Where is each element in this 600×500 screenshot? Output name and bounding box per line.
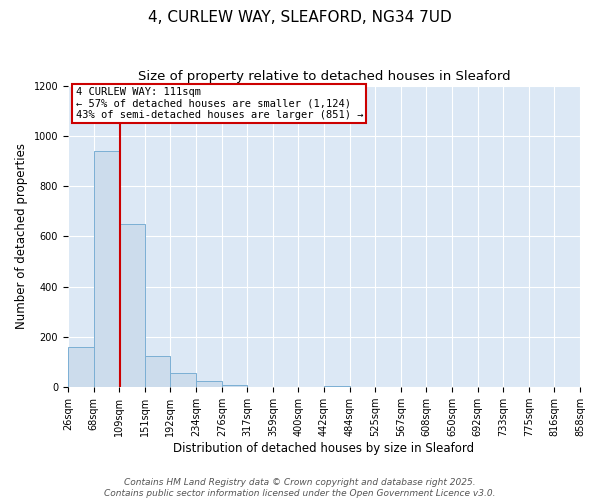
Bar: [222, 384, 247, 387]
Bar: [68, 347, 94, 387]
Text: Contains HM Land Registry data © Crown copyright and database right 2025.
Contai: Contains HM Land Registry data © Crown c…: [104, 478, 496, 498]
Bar: [324, 386, 350, 387]
Bar: [119, 224, 145, 387]
Bar: [145, 356, 170, 387]
Title: Size of property relative to detached houses in Sleaford: Size of property relative to detached ho…: [137, 70, 510, 83]
Bar: [170, 374, 196, 387]
Y-axis label: Number of detached properties: Number of detached properties: [15, 144, 28, 330]
Text: 4, CURLEW WAY, SLEAFORD, NG34 7UD: 4, CURLEW WAY, SLEAFORD, NG34 7UD: [148, 10, 452, 25]
Text: 4 CURLEW WAY: 111sqm
← 57% of detached houses are smaller (1,124)
43% of semi-de: 4 CURLEW WAY: 111sqm ← 57% of detached h…: [76, 87, 363, 120]
X-axis label: Distribution of detached houses by size in Sleaford: Distribution of detached houses by size …: [173, 442, 475, 455]
Bar: [94, 151, 119, 387]
Bar: [196, 381, 222, 387]
